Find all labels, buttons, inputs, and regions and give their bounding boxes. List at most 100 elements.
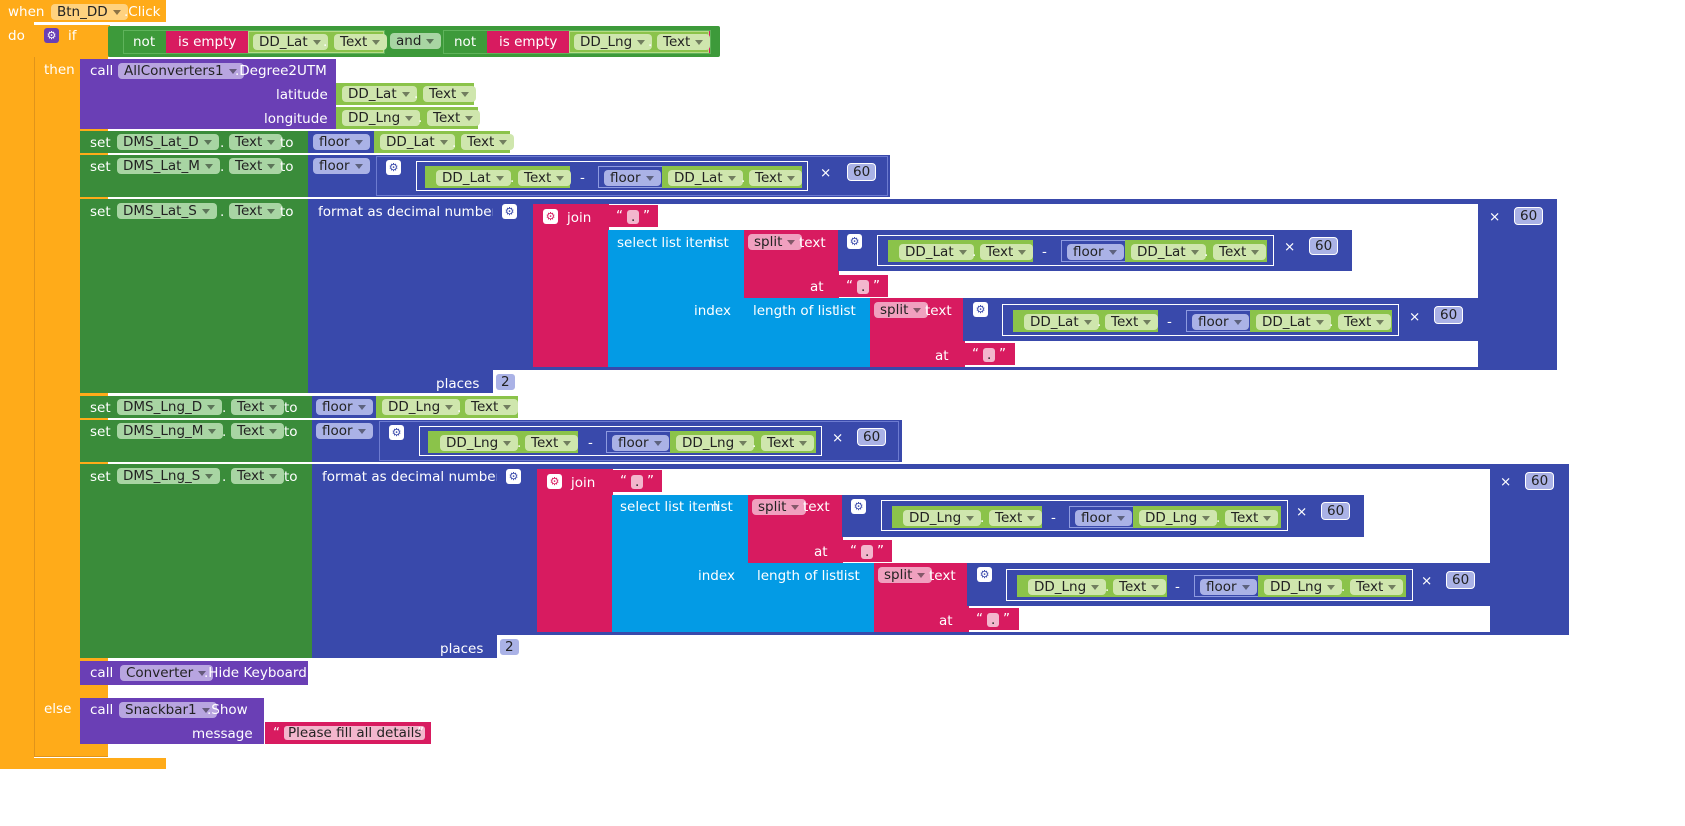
number-60[interactable]: 60: [1446, 571, 1476, 589]
component-dropdown-dms-lng-d[interactable]: DMS_Lng_D: [117, 399, 223, 415]
property-dropdown-text[interactable]: Text: [229, 158, 283, 174]
component-dropdown-dd-lat[interactable]: DD_Lat: [1131, 244, 1206, 260]
component-dropdown-dd-lat[interactable]: DD_Lat: [1256, 314, 1331, 330]
component-dropdown-converter[interactable]: Converter: [120, 665, 214, 681]
gear-icon[interactable]: ⚙: [973, 302, 988, 317]
split-dropdown[interactable]: split: [748, 234, 803, 250]
gear-icon[interactable]: ⚙: [847, 234, 862, 249]
string-value-dot[interactable]: .: [861, 545, 874, 559]
select-list-item-block[interactable]: [612, 495, 748, 632]
string-value-dot[interactable]: .: [631, 475, 644, 489]
component-dropdown-dms-lat-d[interactable]: DMS_Lat_D: [117, 134, 219, 150]
and-dropdown[interactable]: and: [390, 33, 442, 49]
component-dropdown-dms-lat-m[interactable]: DMS_Lat_M: [117, 158, 220, 174]
gear-icon[interactable]: ⚙: [44, 28, 59, 43]
component-dropdown-dms-lat-s[interactable]: DMS_Lat_S: [117, 203, 217, 219]
component-dropdown-dd-lat[interactable]: DD_Lat: [253, 34, 328, 50]
component-dropdown-snackbar[interactable]: Snackbar1: [119, 702, 217, 718]
component-dropdown-dd-lng[interactable]: DD_Lng: [382, 399, 461, 415]
string-value-dot[interactable]: .: [857, 280, 870, 294]
number-60[interactable]: 60: [1434, 306, 1464, 324]
component-dropdown-dd-lat[interactable]: DD_Lat: [380, 134, 455, 150]
floor-dropdown[interactable]: floor: [612, 435, 669, 451]
component-dropdown-dd-lng[interactable]: DD_Lng: [903, 510, 982, 526]
property-dropdown-text[interactable]: Text: [461, 134, 515, 150]
property-dropdown-text[interactable]: Text: [423, 86, 477, 102]
gear-icon[interactable]: ⚙: [851, 499, 866, 514]
gear-icon[interactable]: ⚙: [502, 204, 517, 219]
length-of-list-block[interactable]: [748, 563, 874, 632]
number-2[interactable]: 2: [495, 373, 516, 391]
floor-dropdown[interactable]: floor: [604, 170, 661, 186]
property-dropdown-text[interactable]: Text: [1213, 244, 1267, 260]
property-dropdown-text[interactable]: Text: [518, 170, 572, 186]
property-dropdown-text[interactable]: Text: [229, 203, 283, 219]
set-dms-lat-s-block[interactable]: [80, 199, 310, 393]
floor-dropdown[interactable]: floor: [313, 134, 370, 150]
property-dropdown-text[interactable]: Text: [334, 34, 388, 50]
string-value-dot[interactable]: .: [627, 210, 640, 224]
component-dropdown-dd-lng[interactable]: DD_Lng: [440, 435, 519, 451]
property-dropdown-text[interactable]: Text: [1113, 579, 1167, 595]
property-dropdown-text[interactable]: Text: [231, 423, 285, 439]
component-dropdown-dd-lat[interactable]: DD_Lat: [668, 170, 743, 186]
property-dropdown-text[interactable]: Text: [1105, 314, 1159, 330]
string-value-dot[interactable]: .: [987, 613, 1000, 627]
string-value-message[interactable]: Please fill all details: [284, 726, 426, 740]
component-dropdown-btn-dd[interactable]: Btn_DD: [51, 4, 128, 20]
component-dropdown-dd-lng[interactable]: DD_Lng: [342, 110, 421, 126]
split-dropdown[interactable]: split: [752, 499, 807, 515]
property-dropdown-text[interactable]: Text: [427, 110, 481, 126]
floor-dropdown[interactable]: floor: [1075, 510, 1132, 526]
number-60[interactable]: 60: [1525, 472, 1555, 490]
component-dropdown-dms-lng-s[interactable]: DMS_Lng_S: [117, 468, 221, 484]
component-dropdown-allconverters[interactable]: AllConverters1: [118, 63, 244, 79]
component-dropdown-dd-lng[interactable]: DD_Lng: [1139, 510, 1218, 526]
gear-icon[interactable]: ⚙: [506, 469, 521, 484]
property-dropdown-text[interactable]: Text: [231, 399, 285, 415]
property-dropdown-text[interactable]: Text: [749, 170, 803, 186]
gear-icon[interactable]: ⚙: [977, 567, 992, 582]
join-block[interactable]: [537, 469, 613, 632]
property-dropdown-text[interactable]: Text: [465, 399, 519, 415]
component-dropdown-dd-lat[interactable]: DD_Lat: [436, 170, 511, 186]
property-dropdown-text[interactable]: Text: [980, 244, 1034, 260]
component-dropdown-dd-lat[interactable]: DD_Lat: [899, 244, 974, 260]
number-2[interactable]: 2: [499, 638, 520, 656]
set-dms-lng-s-block[interactable]: [80, 464, 312, 658]
property-dropdown-text[interactable]: Text: [1350, 579, 1404, 595]
component-dropdown-dd-lat[interactable]: DD_Lat: [1024, 314, 1099, 330]
property-dropdown-text[interactable]: Text: [1225, 510, 1279, 526]
property-dropdown-text[interactable]: Text: [989, 510, 1043, 526]
number-60[interactable]: 60: [1321, 502, 1351, 520]
join-block[interactable]: [533, 204, 609, 367]
floor-dropdown[interactable]: floor: [313, 158, 370, 174]
length-of-list-block[interactable]: [744, 298, 870, 367]
property-dropdown-text[interactable]: Text: [525, 435, 579, 451]
gear-icon[interactable]: ⚙: [547, 474, 562, 489]
number-60[interactable]: 60: [857, 428, 887, 446]
format-decimal-block[interactable]: [308, 199, 493, 393]
number-60[interactable]: 60: [847, 163, 877, 181]
gear-icon[interactable]: ⚙: [543, 209, 558, 224]
floor-dropdown[interactable]: floor: [1067, 244, 1124, 260]
component-dropdown-dd-lng[interactable]: DD_Lng: [1264, 579, 1343, 595]
number-60[interactable]: 60: [1514, 207, 1544, 225]
property-dropdown-text[interactable]: Text: [657, 34, 711, 50]
component-dropdown-dd-lng[interactable]: DD_Lng: [574, 34, 653, 50]
select-list-item-block[interactable]: [608, 230, 744, 367]
component-dropdown-dd-lng[interactable]: DD_Lng: [676, 435, 755, 451]
string-value-dot[interactable]: .: [983, 348, 996, 362]
component-dropdown-dd-lat[interactable]: DD_Lat: [342, 86, 417, 102]
number-60[interactable]: 60: [1309, 237, 1339, 255]
floor-dropdown[interactable]: floor: [316, 399, 373, 415]
component-dropdown-dd-lng[interactable]: DD_Lng: [1028, 579, 1107, 595]
floor-dropdown[interactable]: floor: [316, 423, 373, 439]
split-dropdown[interactable]: split: [878, 567, 933, 583]
floor-dropdown[interactable]: floor: [1200, 579, 1257, 595]
split-dropdown[interactable]: split: [874, 302, 929, 318]
property-dropdown-text[interactable]: Text: [229, 134, 283, 150]
property-dropdown-text[interactable]: Text: [761, 435, 815, 451]
gear-icon[interactable]: ⚙: [389, 425, 404, 440]
component-dropdown-dms-lng-m[interactable]: DMS_Lng_M: [117, 423, 224, 439]
